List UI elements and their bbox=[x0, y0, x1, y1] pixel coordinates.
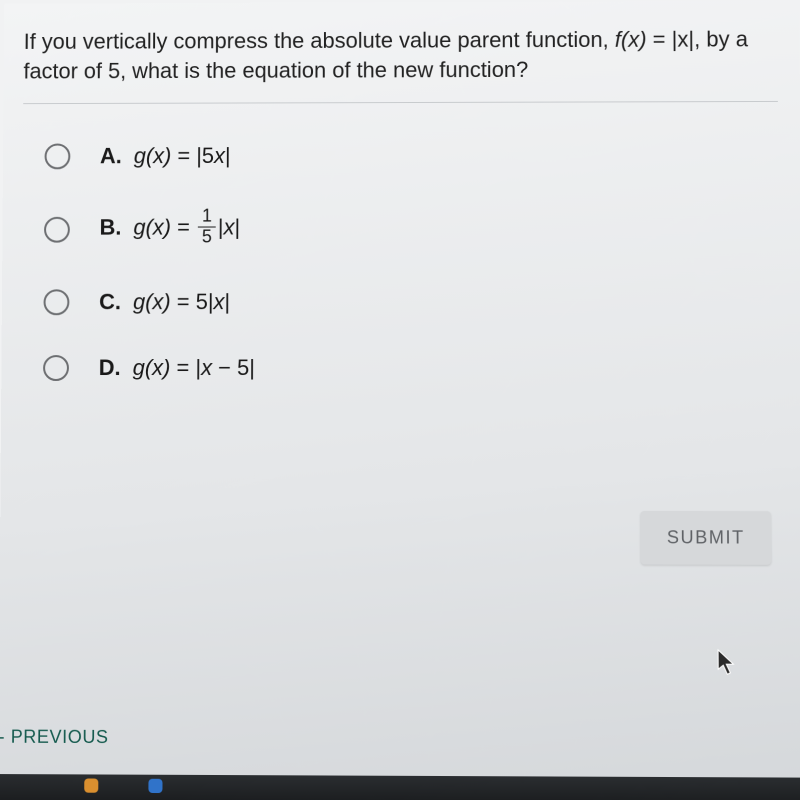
choice-var: x bbox=[214, 144, 225, 169]
fraction: 15 bbox=[198, 207, 216, 247]
choice-letter: D. bbox=[99, 355, 121, 380]
choice-eq-suffix: | bbox=[225, 143, 231, 168]
choice-letter: B. bbox=[100, 215, 122, 240]
question-prompt: If you vertically compress the absolute … bbox=[23, 24, 777, 85]
choice-fn: g(x) bbox=[133, 289, 171, 314]
choice-eq-prefix: = |5 bbox=[171, 144, 214, 169]
choice-b-label: B. g(x) = 15|x| bbox=[99, 209, 240, 250]
choice-letter: C. bbox=[99, 289, 121, 314]
choice-eq-prefix: = | bbox=[170, 355, 201, 380]
choice-letter: A. bbox=[100, 144, 122, 169]
radio-c[interactable] bbox=[43, 289, 69, 315]
choice-var: x bbox=[223, 215, 234, 240]
radio-b[interactable] bbox=[44, 216, 70, 242]
choice-c[interactable]: C. g(x) = 5|x| bbox=[43, 289, 800, 316]
submit-button[interactable]: SUBMIT bbox=[640, 511, 771, 565]
choice-fn: g(x) bbox=[133, 215, 171, 240]
radio-a[interactable] bbox=[45, 144, 71, 170]
taskbar bbox=[0, 774, 800, 800]
choice-a-label: A. g(x) = |5x| bbox=[100, 143, 231, 169]
answer-choices: A. g(x) = |5x| B. g(x) = 15|x| C. g(x) =… bbox=[1, 102, 800, 381]
radio-d[interactable] bbox=[43, 355, 69, 381]
prompt-fn: f(x) bbox=[615, 27, 647, 52]
choice-d-label: D. g(x) = |x − 5| bbox=[99, 355, 255, 381]
frac-den: 5 bbox=[198, 228, 216, 248]
frac-num: 1 bbox=[198, 207, 216, 227]
choice-eq-suffix: | bbox=[224, 289, 230, 314]
choice-var: x bbox=[201, 355, 212, 380]
choice-var: x bbox=[213, 289, 224, 314]
prompt-text-1: If you vertically compress the absolute … bbox=[24, 27, 615, 54]
taskbar-icon-2[interactable] bbox=[148, 779, 162, 793]
taskbar-icon-1[interactable] bbox=[84, 778, 98, 792]
previous-button[interactable]: - PREVIOUS bbox=[0, 726, 109, 748]
cursor-icon bbox=[717, 649, 735, 675]
choice-fn: g(x) bbox=[133, 355, 171, 380]
quiz-screen: If you vertically compress the absolute … bbox=[0, 1, 800, 800]
choice-b[interactable]: B. g(x) = 15|x| bbox=[44, 208, 800, 250]
choice-eq-prefix: = bbox=[171, 215, 196, 240]
choice-d[interactable]: D. g(x) = |x − 5| bbox=[43, 355, 800, 381]
choice-a[interactable]: A. g(x) = |5x| bbox=[45, 142, 800, 170]
choice-eq-suffix: | bbox=[234, 215, 240, 240]
question-area: If you vertically compress the absolute … bbox=[3, 1, 799, 105]
choice-c-label: C. g(x) = 5|x| bbox=[99, 289, 230, 315]
choice-eq-suffix: − 5| bbox=[212, 355, 255, 380]
choice-fn: g(x) bbox=[134, 144, 172, 169]
choice-eq-prefix: = 5| bbox=[171, 289, 214, 314]
